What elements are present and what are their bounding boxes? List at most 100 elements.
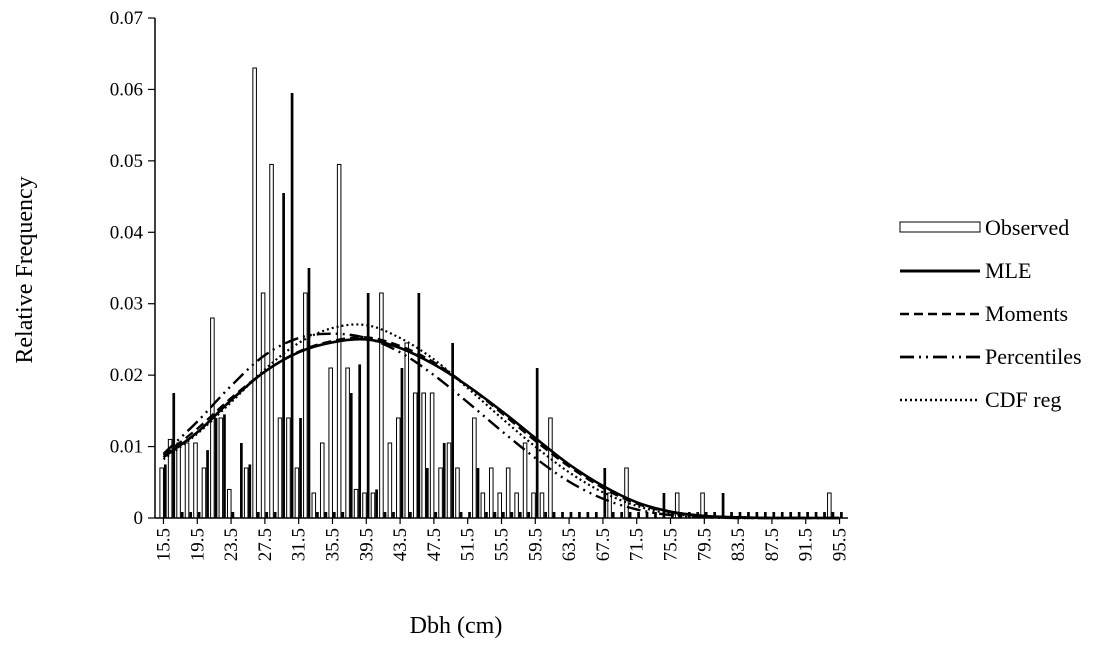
y-axis-ticks: 0 0.01 0.02 0.03 0.04 0.05 0.06 0.07 (110, 8, 155, 529)
observed-bars (159, 67, 832, 519)
bar-observed-dark (197, 512, 201, 518)
bar-observed-dark (535, 368, 539, 518)
bar-observed-dark (831, 512, 835, 518)
bar-observed (260, 292, 266, 519)
bar-observed-dark (806, 512, 809, 518)
bar-observed-dark (324, 512, 328, 518)
x-tick-label: 83.5 (728, 528, 749, 561)
bar-observed (362, 492, 367, 519)
bar-observed-dark (375, 489, 378, 518)
bar-observed (252, 67, 257, 519)
bar-observed-dark (569, 512, 573, 518)
bar-observed (201, 467, 207, 519)
bar-observed (218, 417, 224, 519)
bar-observed-dark (349, 393, 353, 518)
x-tick-label: 95.5 (830, 528, 851, 561)
bar-observed-dark (730, 512, 733, 518)
legend-label-moments: Moments (985, 301, 1068, 326)
bar-observed (827, 492, 832, 519)
bar-observed-dark (603, 468, 607, 518)
bar-observed-dark (248, 464, 252, 518)
bar-observed-dark (468, 512, 471, 518)
bar-observed (193, 442, 198, 519)
bar-observed-dark (721, 493, 725, 518)
bar-observed-dark (502, 512, 505, 518)
y-tick-label: 0.05 (110, 151, 143, 172)
bar-observed-dark (738, 512, 742, 518)
bar-observed (353, 488, 359, 519)
y-tick-label: 0.03 (110, 294, 143, 315)
bar-observed-dark (476, 468, 480, 518)
y-tick-label: 0.07 (110, 8, 143, 29)
bar-observed-dark (814, 512, 818, 518)
x-tick-label: 19.5 (187, 528, 208, 561)
bar-observed-dark (163, 464, 167, 518)
x-tick-label: 31.5 (289, 528, 310, 561)
bar-observed-dark (172, 393, 176, 518)
bar-observed-dark (662, 493, 666, 518)
bar-observed-dark (299, 418, 302, 518)
bar-observed (319, 442, 325, 519)
x-tick-label: 75.5 (661, 528, 682, 561)
y-tick-label: 0.04 (110, 222, 144, 243)
bar-observed (243, 467, 249, 519)
bar-observed (472, 417, 477, 519)
bar-observed-dark (214, 418, 218, 518)
bar-observed-dark (409, 512, 412, 518)
bar-observed-dark (747, 512, 750, 518)
x-tick-label: 79.5 (694, 528, 715, 561)
y-tick-label: 0 (134, 508, 144, 529)
bar-observed-dark (290, 93, 294, 518)
bar-observed-dark (485, 512, 488, 518)
bar-observed-dark (273, 512, 277, 518)
bar-observed-dark (510, 512, 514, 518)
x-tick-label: 87.5 (762, 528, 783, 561)
x-tick-label: 35.5 (322, 528, 343, 561)
bar-observed-dark (628, 512, 632, 518)
bar-observed-dark (256, 512, 260, 518)
curve-moments (162, 336, 840, 520)
legend: Observed MLE Moments Percentiles CDF reg (899, 215, 1082, 412)
y-tick-label: 0.06 (110, 79, 143, 100)
bar-observed (488, 467, 494, 519)
bar-observed-dark (265, 512, 269, 518)
bar-observed-dark (434, 512, 438, 518)
bar-observed-dark (240, 443, 243, 518)
y-axis-title: Relative Frequency (12, 176, 38, 363)
x-tick-label: 43.5 (390, 528, 411, 561)
y-tick-label: 0.02 (110, 365, 143, 386)
bar-observed-dark (654, 512, 657, 518)
legend-swatch-observed (899, 221, 981, 233)
bar-observed (438, 467, 443, 519)
x-tick-label: 71.5 (627, 528, 648, 561)
bar-observed-dark (493, 512, 497, 518)
bar-observed-dark (358, 364, 362, 518)
bar-observed-dark (459, 512, 463, 518)
bar-observed-dark (332, 512, 336, 518)
legend-label-percentiles: Percentiles (985, 344, 1082, 369)
bar-observed (446, 442, 452, 519)
y-tick-label: 0.01 (110, 437, 143, 458)
bar-observed-dark (552, 512, 556, 518)
bar-observed (480, 492, 486, 519)
x-axis-title: Dbh (cm) (410, 613, 503, 639)
x-tick-label: 91.5 (796, 528, 817, 561)
bar-observed-dark (645, 512, 649, 518)
bar-observed-dark (772, 512, 776, 518)
bar-observed (387, 442, 393, 519)
bar-observed-dark (594, 512, 598, 518)
legend-label-cdf: CDF reg (985, 387, 1061, 412)
bar-observed (700, 492, 705, 519)
bar-observed (497, 492, 503, 519)
bar-observed-dark (307, 268, 311, 518)
bar-observed-dark (341, 512, 345, 518)
bar-observed (277, 417, 283, 519)
bar-observed-dark (755, 512, 759, 518)
x-tick-label: 47.5 (424, 528, 445, 561)
bar-observed (396, 417, 401, 519)
x-tick-label: 59.5 (525, 528, 546, 561)
legend-label-observed: Observed (985, 215, 1069, 240)
bar-observed (227, 488, 232, 519)
bar-observed-dark (189, 512, 193, 518)
x-tick-label: 63.5 (559, 528, 580, 561)
